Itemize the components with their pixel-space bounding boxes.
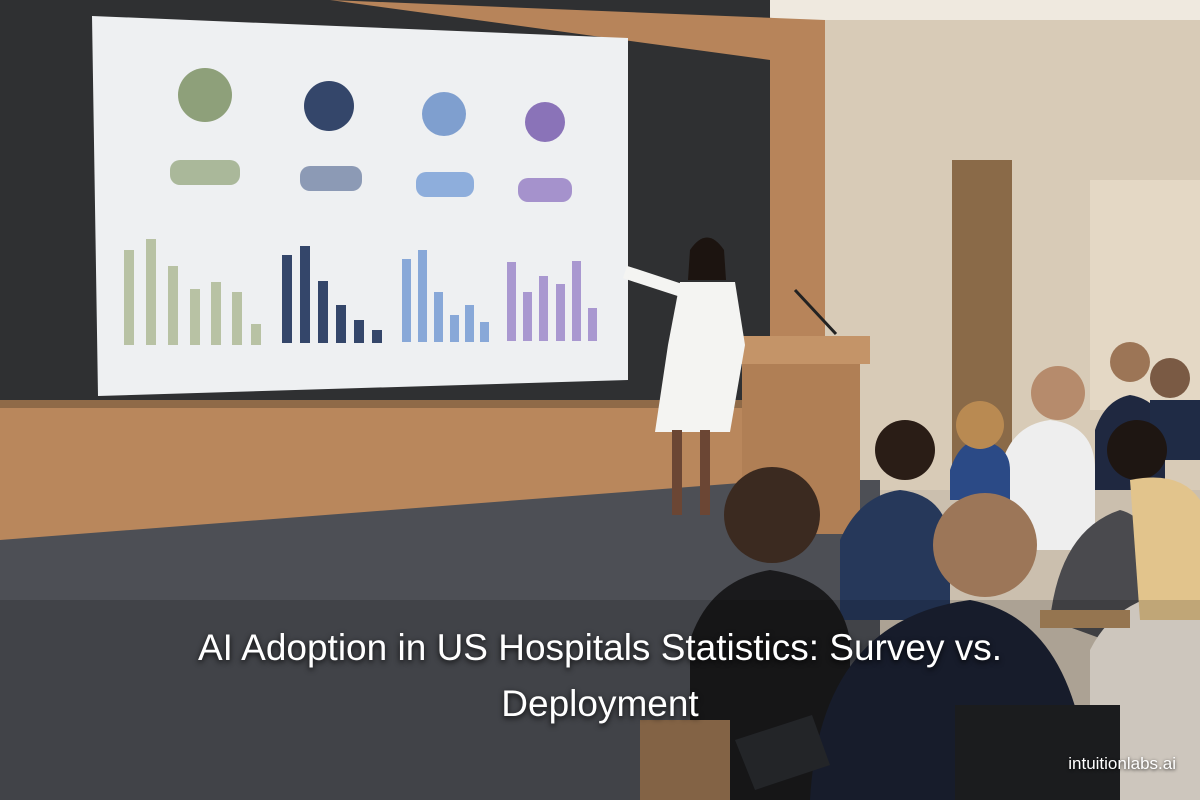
presenter	[622, 237, 745, 515]
microphone	[793, 288, 838, 336]
podium-top	[730, 336, 870, 364]
watermark: intuitionlabs.ai	[1068, 754, 1176, 773]
wood-column	[330, 0, 825, 340]
audience	[640, 342, 1200, 800]
slide-icons	[170, 68, 572, 202]
slide-bars	[124, 239, 597, 345]
title: AI Adoption in US Hospitals Statistics: …	[197, 627, 1003, 724]
vignette	[0, 600, 1200, 800]
wood-trim	[0, 400, 780, 408]
